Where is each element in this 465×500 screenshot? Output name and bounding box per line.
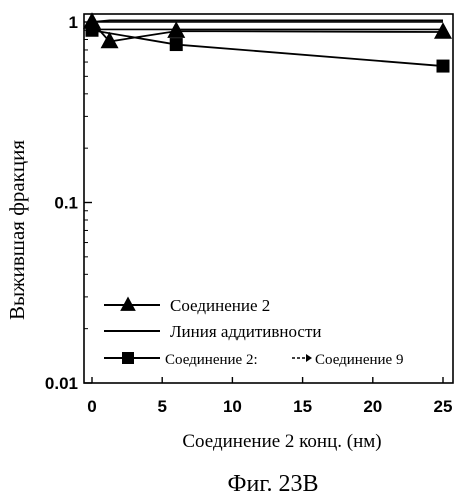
legend-label-secondary: Соединение 9 [315, 352, 403, 368]
y-tick-label: 0.01 [45, 374, 78, 393]
x-tick-label: 5 [157, 397, 166, 416]
axes: 0 5 10 15 20 25 1 0.1 0.01 [45, 13, 454, 416]
series-lines [91, 19, 444, 67]
legend-arrow-head [306, 354, 312, 362]
square-point [85, 23, 99, 37]
legend: Соединение 2 Линия аддитивности Соединение… [104, 296, 403, 368]
triangle-point [100, 31, 119, 49]
y-tick-label: 1 [69, 13, 78, 32]
legend-triangle-marker [120, 296, 136, 311]
figure-caption: Фиг. 23B [228, 471, 319, 497]
x-tick-label: 15 [293, 397, 312, 416]
plot-frame [83, 13, 454, 384]
legend-square-marker [122, 352, 134, 364]
x-axis-label: Соединение 2 конц. (нм) [182, 431, 381, 452]
series-markers [83, 12, 452, 73]
x-tick-label: 20 [363, 397, 382, 416]
x-tick-label: 25 [434, 397, 453, 416]
y-tick-label: 0.1 [54, 194, 78, 213]
legend-label: Соединение 2: [165, 352, 258, 368]
x-tick-label: 0 [87, 397, 96, 416]
square-point [436, 59, 450, 73]
legend-label: Линия аддитивности [170, 322, 321, 341]
series-line [91, 19, 443, 23]
x-tick-label: 10 [223, 397, 242, 416]
triangle-point [434, 22, 452, 39]
square-point [169, 38, 183, 52]
legend-label: Соединение 2 [170, 296, 270, 315]
triangle-point [167, 21, 186, 38]
y-axis-label: Выжившая фракция [5, 140, 29, 320]
